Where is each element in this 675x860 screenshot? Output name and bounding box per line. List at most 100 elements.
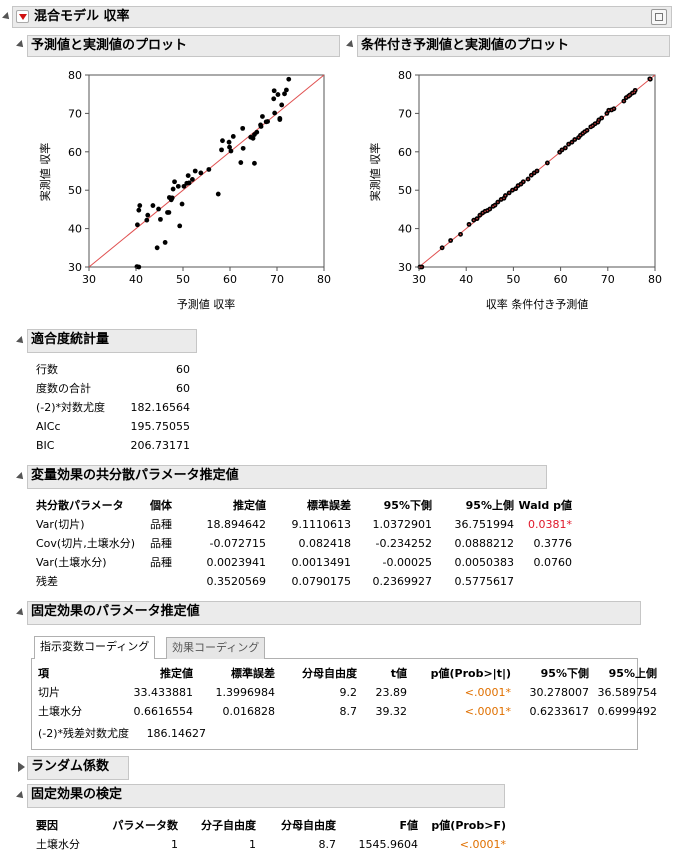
data-point[interactable] <box>284 87 289 93</box>
data-point[interactable] <box>240 145 246 151</box>
data-point[interactable] <box>254 129 260 135</box>
data-point[interactable] <box>135 222 140 228</box>
data-point[interactable] <box>136 264 142 270</box>
data-point[interactable] <box>230 134 236 139</box>
data-point-marker <box>527 178 529 180</box>
table-cell: 18.894642 <box>206 518 267 531</box>
data-point[interactable] <box>137 203 143 208</box>
data-point[interactable] <box>170 186 176 192</box>
data-point[interactable] <box>250 135 256 141</box>
data-point[interactable] <box>282 91 287 97</box>
plot1-header[interactable]: 予測値と実測値のプロット <box>27 35 340 57</box>
data-point[interactable] <box>279 102 285 108</box>
table-cell <box>150 572 190 591</box>
data-point[interactable] <box>265 119 270 124</box>
data-point[interactable] <box>186 180 192 186</box>
table-cell: 30.278007 <box>529 686 590 699</box>
table-cell: 23.89 <box>375 686 408 699</box>
data-point[interactable] <box>206 167 212 172</box>
disclosure-icon[interactable] <box>346 40 356 50</box>
table-cell: 9.2 <box>339 686 358 699</box>
data-point[interactable] <box>175 183 181 189</box>
table-row: Var(土壌水分) 品種 0.0023941 0.0013491 -0.00025 0.0… <box>36 553 572 572</box>
data-point[interactable] <box>260 114 265 119</box>
data-point[interactable] <box>172 179 177 185</box>
data-point[interactable] <box>271 88 277 94</box>
data-point[interactable] <box>177 223 183 229</box>
data-point[interactable] <box>179 201 185 207</box>
data-point[interactable] <box>156 206 161 212</box>
fixed-tests-table: 要因 パラメータ数 分子自由度 分母自由度 F値 p値(Prob>F) 土壌水分 1 1 8.7… <box>36 816 506 854</box>
data-point[interactable] <box>185 173 191 179</box>
data-point[interactable] <box>198 170 204 176</box>
data-point[interactable] <box>219 147 224 153</box>
y-axis-label: 実測値 収率 <box>38 143 52 202</box>
disclosure-icon[interactable] <box>16 472 26 482</box>
data-point[interactable] <box>136 207 142 213</box>
data-point[interactable] <box>144 217 150 223</box>
fixed-tests-header[interactable]: 固定効果の検定 <box>27 784 505 808</box>
fit-stats-header[interactable]: 適合度統計量 <box>27 329 197 353</box>
data-point[interactable] <box>215 191 221 197</box>
data-point[interactable] <box>162 240 168 245</box>
data-point[interactable] <box>238 160 244 165</box>
data-point-marker <box>586 129 588 132</box>
disclosure-icon[interactable] <box>16 608 26 618</box>
data-point[interactable] <box>226 139 232 145</box>
data-point[interactable] <box>252 160 257 166</box>
data-point[interactable] <box>271 96 277 102</box>
data-point[interactable] <box>275 92 281 97</box>
fixed-params-header[interactable]: 固定効果のパラメータ推定値 <box>27 601 641 625</box>
data-point[interactable] <box>258 124 264 129</box>
table-row: 土壌水分 1 1 8.7 1545.9604 <.0001* <box>36 835 506 854</box>
disclosure-icon[interactable] <box>16 40 26 50</box>
table-cell: 0.016828 <box>222 705 276 718</box>
data-point[interactable] <box>150 203 156 208</box>
reference-line <box>88 74 325 268</box>
data-point[interactable] <box>169 195 175 201</box>
data-point[interactable] <box>192 168 198 174</box>
report-header[interactable]: 混合モデル 収率 <box>12 6 672 28</box>
x-axis-label: 収率 条件付き予測値 <box>486 297 589 311</box>
disclosure-icon[interactable] <box>16 791 26 801</box>
data-point[interactable] <box>181 183 187 189</box>
random-coef-header[interactable]: ランダム係数 <box>27 756 129 780</box>
data-point-marker <box>573 138 576 141</box>
pin-icon[interactable] <box>651 9 667 25</box>
data-point[interactable] <box>227 144 232 150</box>
tab-indicator-coding[interactable]: 指示変数コーディング <box>34 636 156 659</box>
cov-params-header[interactable]: 変量効果の共分散パラメータ推定値 <box>27 465 547 489</box>
column-header: 項 <box>38 667 49 680</box>
data-point-marker <box>561 149 563 151</box>
data-point[interactable] <box>240 125 246 131</box>
red-triangle-menu-icon[interactable] <box>16 10 29 23</box>
data-point[interactable] <box>277 115 283 121</box>
data-point[interactable] <box>158 216 163 222</box>
column-header: p値(Prob>|t|) <box>430 667 511 680</box>
data-point-marker <box>459 233 462 236</box>
column-header: 95%上側 <box>465 499 514 512</box>
random-coef-title: ランダム係数 <box>31 759 110 774</box>
table-row: (-2)*対数尤度 182.16564 <box>36 398 190 417</box>
table-row: AICc 195.75055 <box>36 417 190 436</box>
tab-effect-coding[interactable]: 効果コーディング <box>166 637 266 659</box>
data-point[interactable] <box>220 138 225 144</box>
data-point[interactable] <box>228 148 234 154</box>
data-point[interactable] <box>166 210 172 215</box>
disclosure-icon[interactable] <box>16 336 26 346</box>
expand-icon[interactable] <box>18 762 25 772</box>
x-tick-label: 80 <box>648 273 662 286</box>
data-point[interactable] <box>286 76 292 82</box>
plot2-header[interactable]: 条件付き予測値と実測値のプロット <box>357 35 670 57</box>
x-tick-label: 60 <box>223 273 237 286</box>
stat-value: 60 <box>176 363 190 376</box>
disclosure-icon[interactable] <box>2 12 12 22</box>
data-point[interactable] <box>145 212 151 218</box>
data-point[interactable] <box>190 177 195 182</box>
data-point[interactable] <box>272 110 278 116</box>
data-point[interactable] <box>154 245 160 251</box>
x-tick-label: 50 <box>506 273 520 286</box>
cov-params-table: 共分散パラメータ 個体 推定値 標準誤差 95%下側 95%上側 Wald p値 Var(切… <box>36 496 572 591</box>
